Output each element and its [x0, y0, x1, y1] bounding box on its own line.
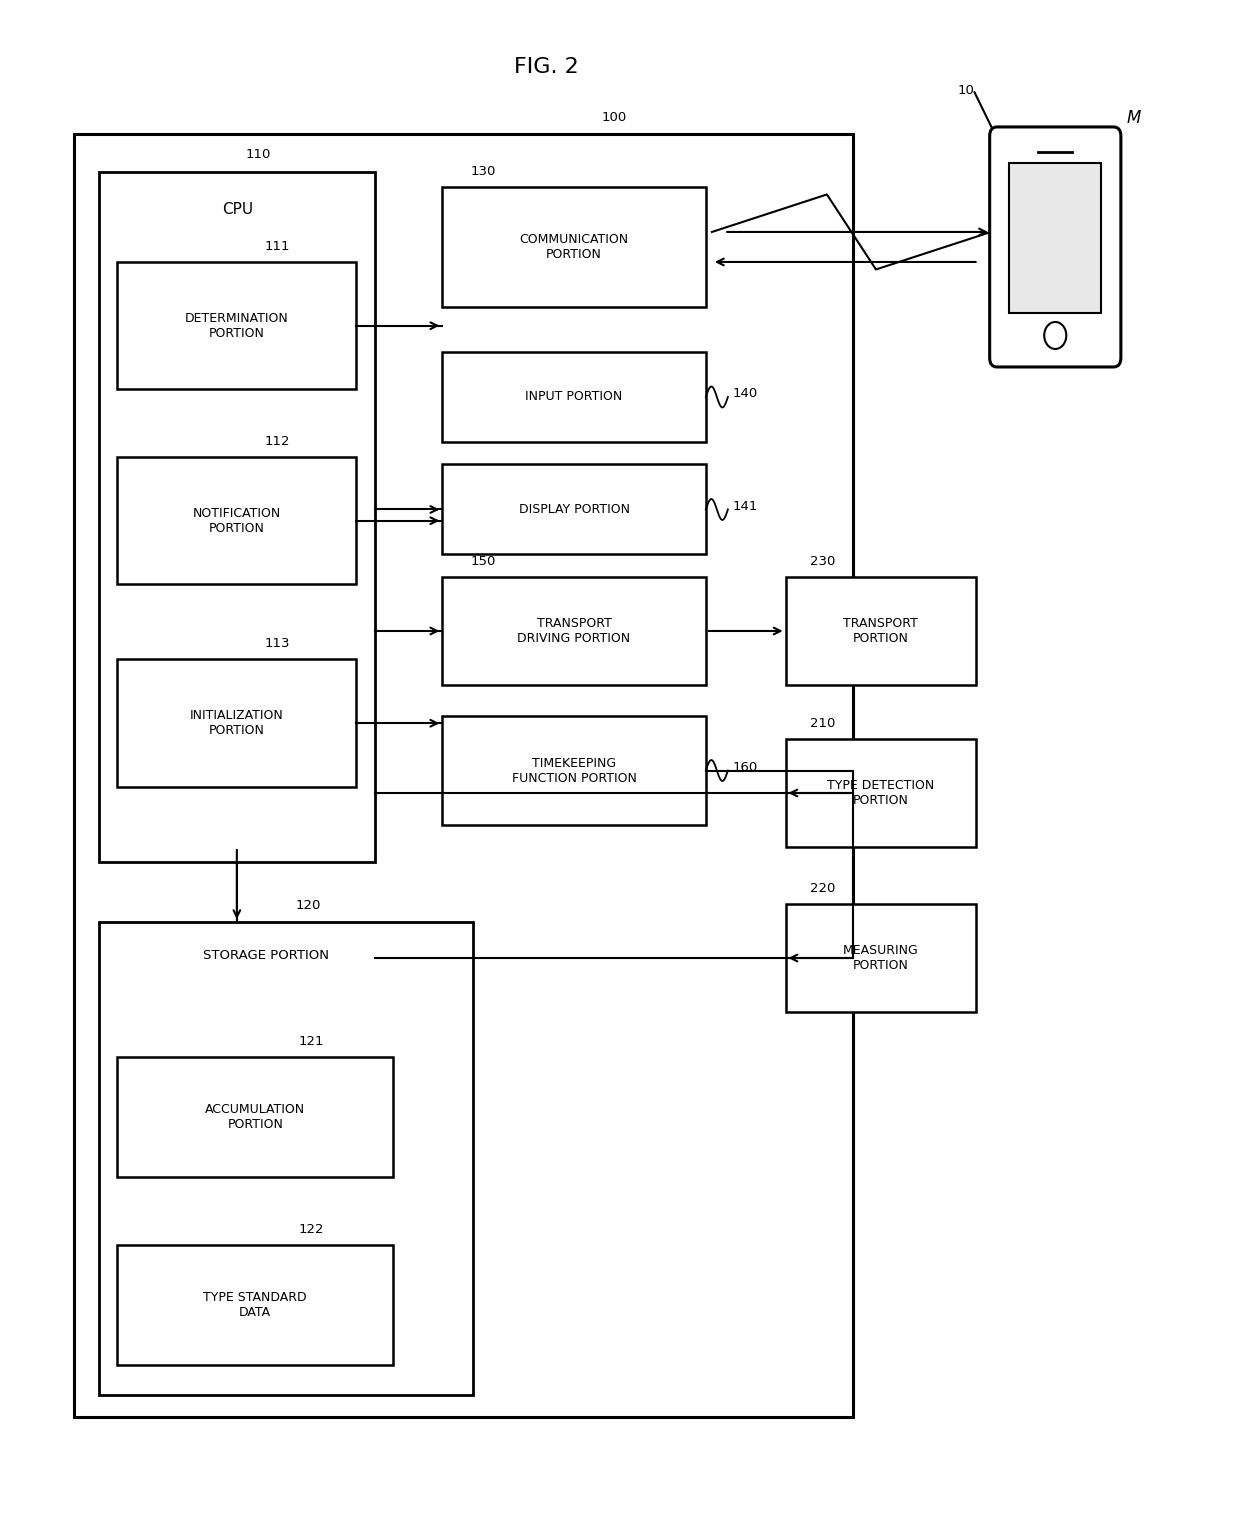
Text: 112: 112 — [264, 435, 290, 448]
Bar — [118, 262, 356, 389]
Text: 121: 121 — [299, 1036, 324, 1048]
Text: INITIALIZATION
PORTION: INITIALIZATION PORTION — [190, 709, 284, 737]
Bar — [443, 577, 706, 684]
Text: FIG. 2: FIG. 2 — [515, 58, 579, 77]
Text: TRANSPORT
PORTION: TRANSPORT PORTION — [843, 618, 918, 645]
Bar — [785, 904, 976, 1011]
FancyBboxPatch shape — [990, 127, 1121, 366]
Text: 130: 130 — [470, 165, 496, 179]
Text: 10: 10 — [957, 83, 975, 97]
Bar — [118, 457, 356, 584]
Text: TIMEKEEPING
FUNCTION PORTION: TIMEKEEPING FUNCTION PORTION — [512, 757, 636, 784]
Bar — [443, 465, 706, 554]
Text: 120: 120 — [295, 898, 320, 911]
Text: 210: 210 — [810, 718, 836, 730]
Bar — [118, 1245, 393, 1364]
Bar — [443, 351, 706, 442]
Bar — [99, 922, 472, 1394]
Text: MEASURING
PORTION: MEASURING PORTION — [843, 945, 919, 972]
Text: TYPE STANDARD
DATA: TYPE STANDARD DATA — [203, 1290, 308, 1319]
Text: CPU: CPU — [222, 201, 253, 217]
Text: DETERMINATION
PORTION: DETERMINATION PORTION — [185, 312, 289, 339]
Text: 110: 110 — [246, 148, 272, 162]
Text: 100: 100 — [601, 111, 627, 124]
Bar — [1009, 164, 1101, 313]
Text: INPUT PORTION: INPUT PORTION — [526, 391, 622, 403]
Bar — [74, 135, 853, 1417]
Text: 111: 111 — [264, 239, 290, 253]
Text: 160: 160 — [733, 762, 758, 774]
Bar — [443, 716, 706, 825]
Bar — [785, 739, 976, 846]
Text: DISPLAY PORTION: DISPLAY PORTION — [518, 503, 630, 516]
Bar — [118, 660, 356, 787]
Text: 122: 122 — [299, 1222, 324, 1235]
Text: TYPE DETECTION
PORTION: TYPE DETECTION PORTION — [827, 780, 934, 807]
Text: 150: 150 — [470, 556, 496, 568]
Bar — [118, 1057, 393, 1176]
Text: STORAGE PORTION: STORAGE PORTION — [203, 948, 329, 961]
Text: 230: 230 — [810, 556, 836, 568]
Bar — [99, 173, 374, 861]
Text: 141: 141 — [733, 500, 758, 513]
Text: COMMUNICATION
PORTION: COMMUNICATION PORTION — [520, 233, 629, 260]
Text: NOTIFICATION
PORTION: NOTIFICATION PORTION — [192, 507, 281, 534]
Text: 140: 140 — [733, 388, 758, 401]
Bar — [443, 186, 706, 307]
Text: 220: 220 — [810, 883, 836, 895]
Text: TRANSPORT
DRIVING PORTION: TRANSPORT DRIVING PORTION — [517, 618, 631, 645]
Bar — [785, 577, 976, 684]
Text: 113: 113 — [264, 637, 290, 651]
Text: M: M — [1126, 109, 1141, 127]
Text: ACCUMULATION
PORTION: ACCUMULATION PORTION — [205, 1104, 305, 1131]
